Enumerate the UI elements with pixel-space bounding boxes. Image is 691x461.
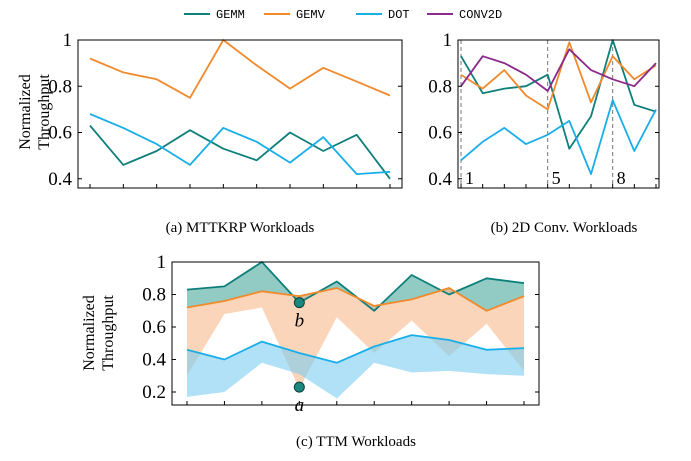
band-c-gemm	[187, 262, 524, 311]
ttm-plot-area: b a 0.2 0.4 0.6 0.8 1	[142, 252, 540, 416]
y-tick-label-c: 0.4	[142, 350, 166, 371]
y-tick-label-c: 0.2	[142, 382, 166, 403]
caption-ttm: (c) TTM Workloads	[296, 434, 416, 450]
y-tick-label-b: 1	[443, 30, 453, 51]
caption-mttkrp: (a) MTTKRP Workloads	[166, 220, 315, 236]
legend-label-gemm: GEMM	[216, 8, 245, 22]
marker-label-8: 8	[617, 168, 626, 188]
y-tick-label-c: 1	[157, 252, 167, 273]
y-tick-label-b: 0.6	[428, 123, 452, 144]
series-line-b-gemm	[460, 39, 657, 150]
y-tick-label-a: 0.6	[48, 123, 72, 144]
chart-2d-conv: 1 5 8 0.4 0.6 0.8 1 (b) 2D Conv. Workloads	[428, 30, 660, 236]
series-line-a-gemm	[89, 125, 391, 180]
mttkrp-plot-area: 0.4 0.6 0.8 1	[48, 30, 403, 190]
point-b	[293, 297, 305, 309]
plot-frame-b	[457, 39, 660, 189]
y-axis-label-line1-ttm: Normalized	[81, 295, 98, 371]
band-c-gemv	[187, 288, 524, 389]
series-line-b-dot	[460, 99, 657, 176]
chart-mttkrp: Normalized Throughput 0.4 0.6 0.8 1 (a) MTT…	[17, 30, 403, 236]
y-axis-label-line2-ttm: Throughput	[100, 295, 117, 371]
point-label-a: a	[295, 395, 305, 416]
legend-label-dot: DOT	[388, 8, 410, 22]
marker-label-5: 5	[552, 168, 561, 188]
series-line-c-dot	[186, 334, 525, 364]
series-line-b-gemv	[460, 41, 657, 111]
legend-label-gemv: GEMV	[296, 8, 326, 22]
series-line-a-dot	[89, 113, 391, 176]
series-line-a-gemv	[89, 39, 391, 99]
band-c-dot	[187, 335, 524, 399]
plot-frame-c	[171, 261, 540, 406]
y-tick-label-b: 0.4	[428, 169, 452, 190]
y-tick-label-a: 0.4	[48, 169, 72, 190]
y-tick-label-c: 0.8	[142, 285, 166, 306]
y-tick-label-c: 0.6	[142, 317, 166, 338]
y-tick-label-b: 0.8	[428, 76, 452, 97]
caption-2d-conv: (b) 2D Conv. Workloads	[491, 220, 638, 236]
series-line-c-gemv	[186, 287, 525, 312]
point-a	[293, 381, 305, 393]
legend: GEMM GEMV DOT CONV2D	[184, 8, 502, 22]
y-axis-label-line2: Throughput	[36, 74, 53, 150]
plot-frame-a	[77, 39, 403, 189]
y-tick-label-a: 0.8	[48, 76, 72, 97]
series-line-b-conv2d	[460, 48, 657, 92]
y-axis-label-line1: Normalized	[17, 74, 34, 150]
point-label-b: b	[295, 311, 305, 332]
marker-label-1: 1	[465, 168, 474, 188]
y-tick-label-a: 1	[63, 30, 73, 51]
chart-ttm: Normalized Throughput b a 0.2 0.4 0.6 0.8 1 (c…	[81, 252, 540, 450]
legend-label-conv2d: CONV2D	[459, 8, 502, 22]
conv-plot-area: 1 5 8 0.4 0.6 0.8 1	[428, 30, 660, 190]
